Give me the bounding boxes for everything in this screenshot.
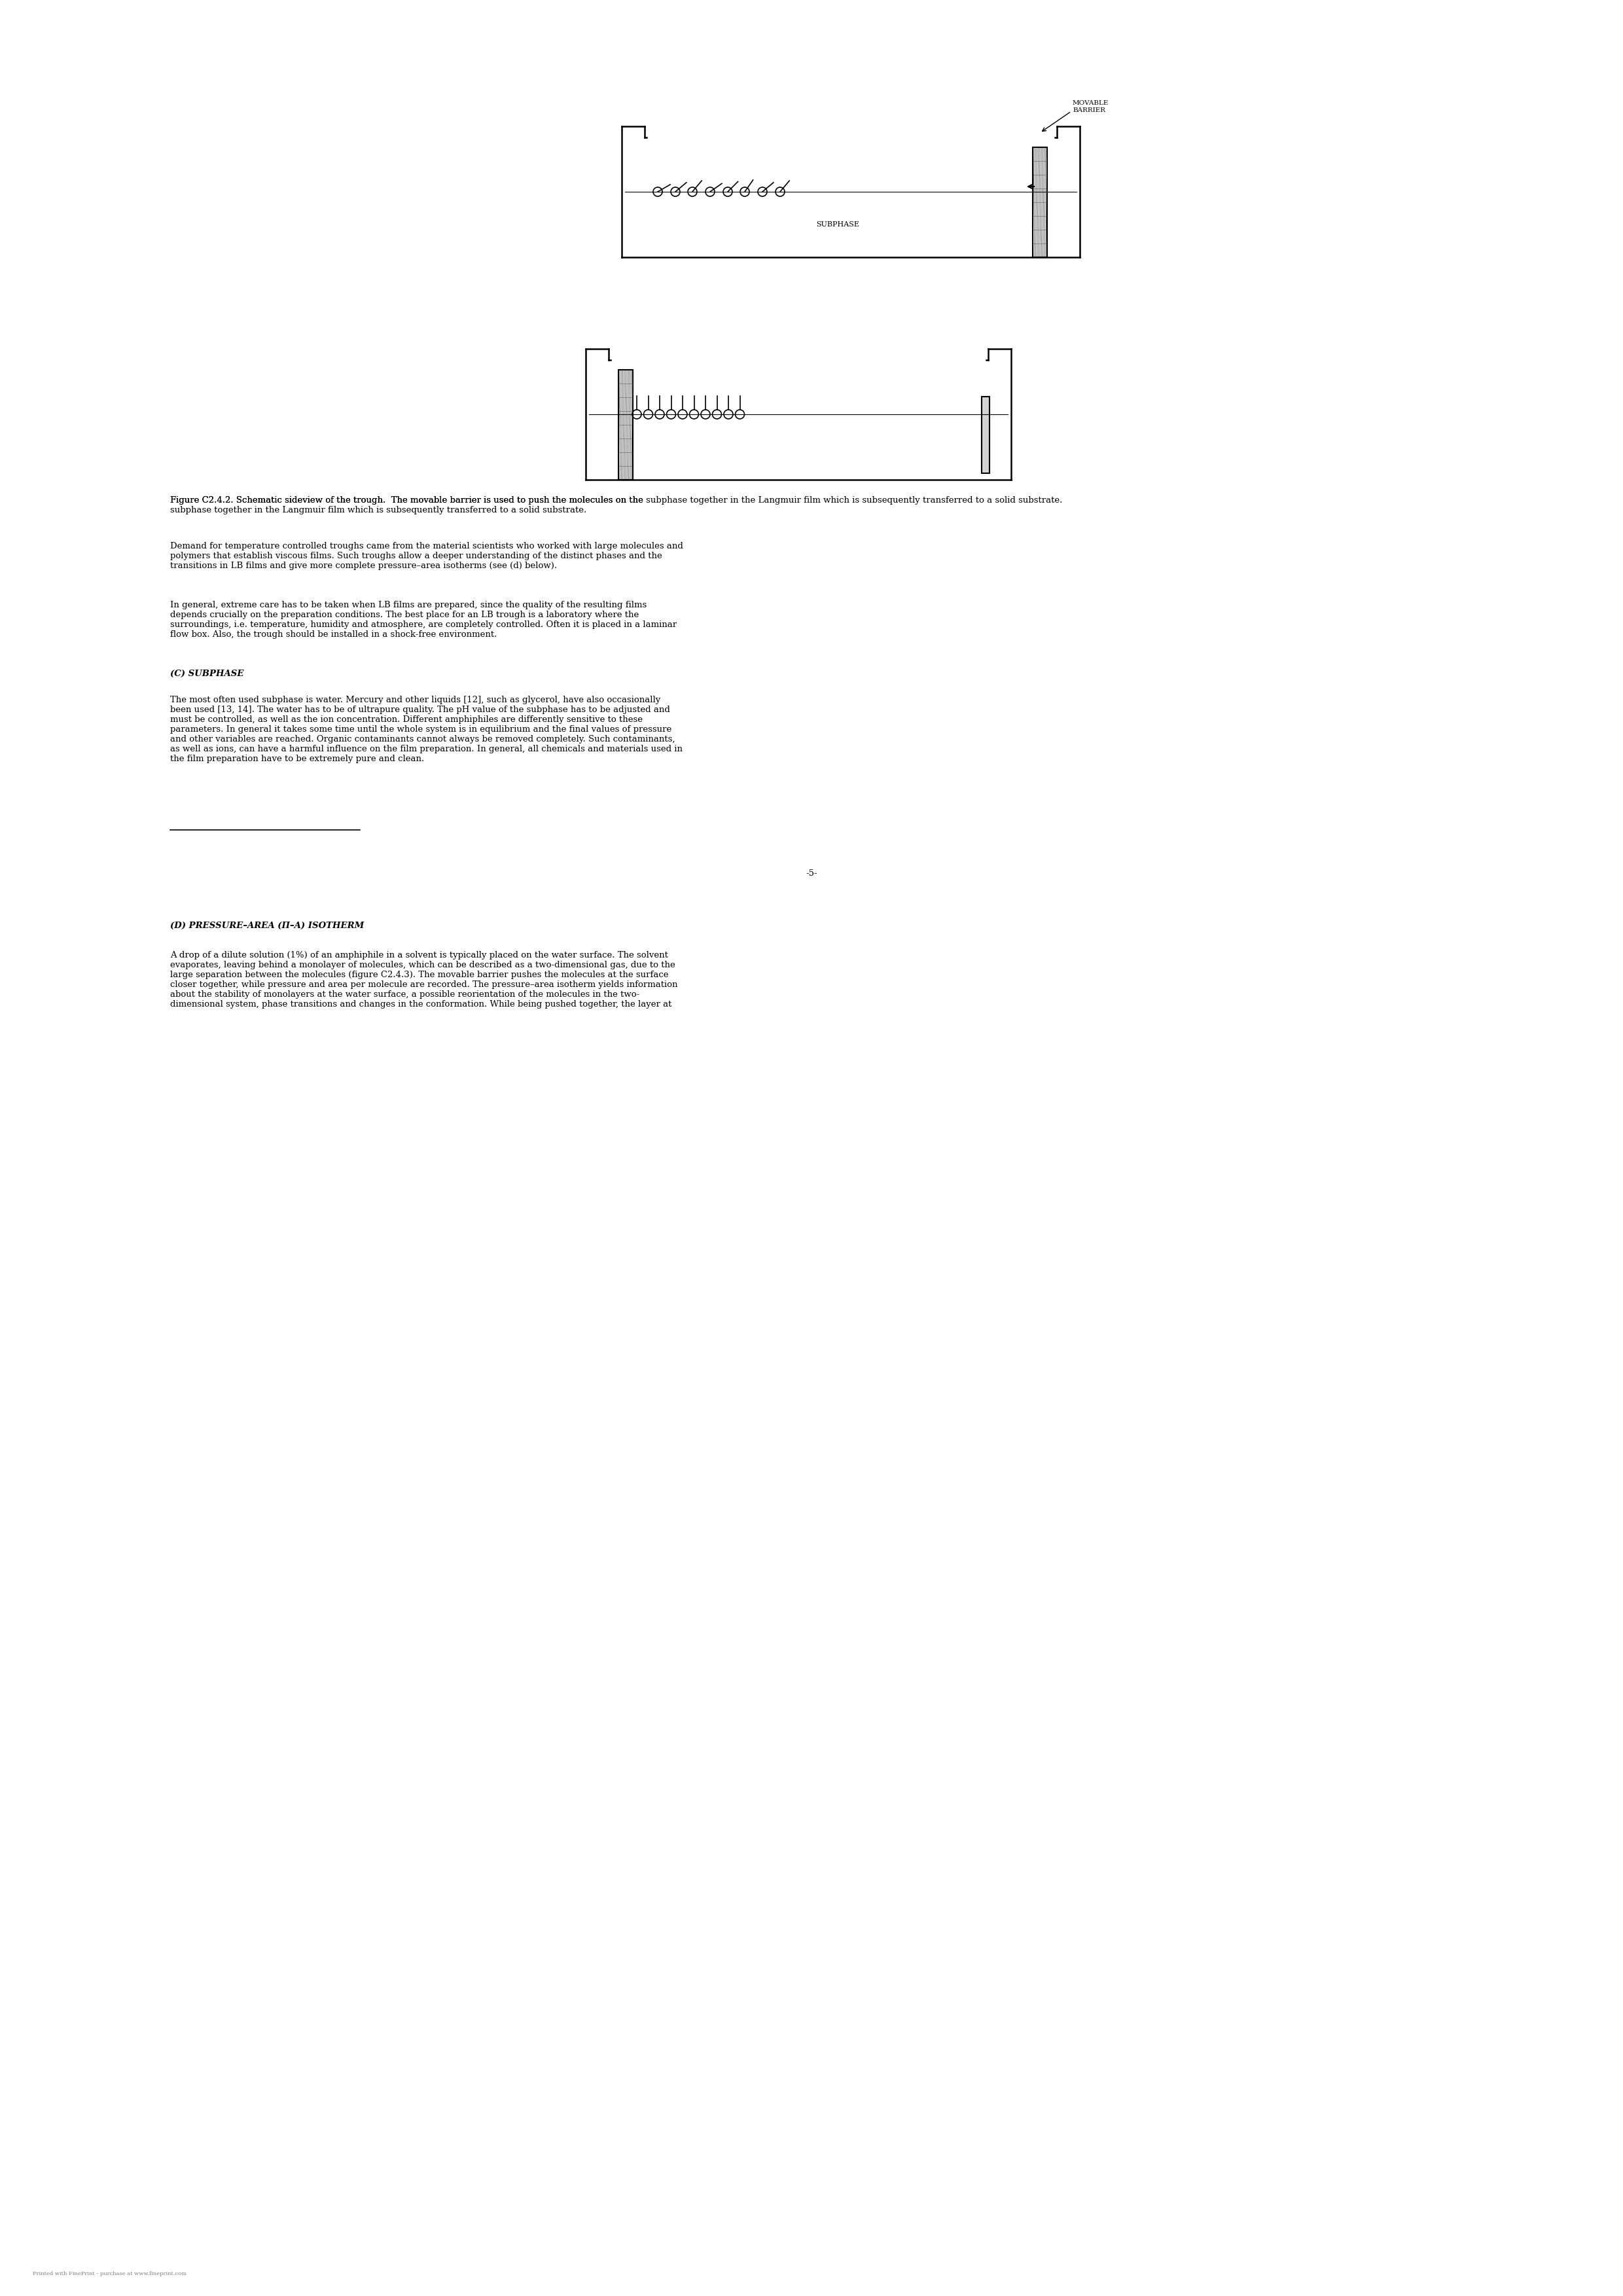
Bar xyxy=(982,397,990,473)
Text: (C) SUBPHASE: (C) SUBPHASE xyxy=(170,670,243,677)
Text: (D) PRESSURE–AREA (Π–A) ISOTHERM: (D) PRESSURE–AREA (Π–A) ISOTHERM xyxy=(170,921,364,930)
Text: Figure C2.4.2. Schematic sideview of the trough.  The movable barrier is used to: Figure C2.4.2. Schematic sideview of the… xyxy=(170,496,1063,505)
Text: SUBPHASE: SUBPHASE xyxy=(816,220,859,227)
Bar xyxy=(1032,147,1047,257)
Text: Demand for temperature controlled troughs came from the material scientists who : Demand for temperature controlled trough… xyxy=(170,542,683,569)
Text: The most often used subphase is water. Mercury and other liquids [12], such as g: The most often used subphase is water. M… xyxy=(170,696,683,762)
Text: In general, extreme care has to be taken when LB films are prepared, since the q: In general, extreme care has to be taken… xyxy=(170,602,677,638)
Text: -5-: -5- xyxy=(805,870,818,877)
Text: Printed with FinePrint - purchase at www.fineprint.com: Printed with FinePrint - purchase at www… xyxy=(32,2271,187,2275)
Text: Figure C2.4.2. Schematic sideview of the trough.  The movable barrier is used to: Figure C2.4.2. Schematic sideview of the… xyxy=(170,496,643,514)
Text: A drop of a dilute solution (1%) of an amphiphile in a solvent is typically plac: A drop of a dilute solution (1%) of an a… xyxy=(170,951,678,1008)
Bar xyxy=(618,370,633,480)
Text: MOVABLE
BARRIER: MOVABLE BARRIER xyxy=(1073,101,1109,113)
